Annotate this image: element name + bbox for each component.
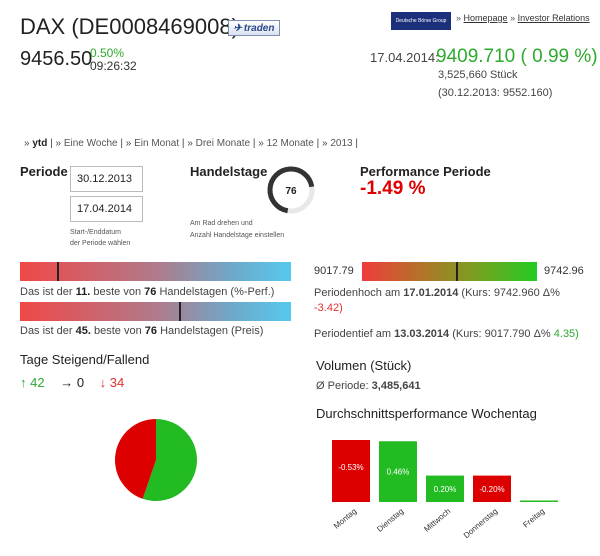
logo-text: Deutsche Börse Group [395, 18, 447, 24]
days-up: ↑ 42 [20, 375, 45, 390]
steigend-values: ↑ 42 → 0 ↓ 34 [20, 375, 124, 390]
tab-ein-monat[interactable]: Ein Monat [134, 138, 180, 149]
range-max: 9742.96 [544, 265, 584, 277]
pie-slice-down [115, 419, 156, 499]
rank-perf-marker [56, 262, 59, 281]
handelstage-label: Handelstage [190, 164, 268, 179]
start-date-input[interactable]: 30.12.2013 [70, 166, 143, 192]
period-tabs: » ytd | » Eine Woche | » Ein Monat | » D… [24, 138, 358, 149]
reference-previous: (30.12.2013: 9552.160) [438, 87, 553, 99]
rank-price-marker [178, 302, 181, 321]
reference-volume: 3,525,660 Stück [438, 69, 518, 81]
price-time: 09:26:32 [90, 59, 137, 73]
category-label-montag: Montag [332, 507, 358, 531]
handelstage-hint: Am Rad drehen und Anzahl Handelstage ein… [190, 220, 285, 239]
rank-perf-bar [20, 262, 291, 281]
performance-label: Performance Periode [360, 164, 491, 179]
range-min: 9017.79 [314, 265, 354, 277]
homepage-link[interactable]: Homepage [463, 13, 508, 23]
steigend-pie-chart [115, 419, 198, 501]
trade-label: traden [243, 22, 275, 34]
period-high: Periodenhoch am 17.01.2014 (Kurs: 9742.9… [314, 287, 560, 314]
days-down: ↓ 34 [99, 375, 125, 390]
rank-price-text: Das ist der 45. beste von 76 Handelstage… [20, 325, 264, 337]
category-label-freitag: Freitag [521, 507, 546, 530]
tab-drei-monate[interactable]: Drei Monate [195, 138, 251, 149]
bar-label-dienstag: 0.46% [387, 468, 410, 477]
rank-perf-text: Das ist der 11. beste von 76 Handelstage… [20, 286, 275, 298]
weekday-chart-title: Durchschnittsperformance Wochentag [316, 406, 537, 421]
weekday-performance-chart: -0.53% Montag 0.46% Dienstag 0.20% Mittwoch -0… [332, 440, 558, 540]
investor-relations-link[interactable]: Investor Relations [517, 13, 590, 23]
steigend-title: Tage Steigend/Fallend [20, 352, 150, 367]
tab-2013[interactable]: 2013 [330, 138, 353, 149]
handelstage-dial[interactable]: 76 [265, 164, 317, 216]
trade-button[interactable]: ✈ traden [228, 20, 280, 36]
bar-label-montag: -0.53% [338, 463, 363, 472]
range-bar [362, 262, 537, 281]
range-marker [455, 262, 458, 281]
category-label-mittwoch: Mittwoch [422, 507, 452, 534]
exchange-logo[interactable]: Deutsche Börse Group [391, 12, 451, 30]
tab-12-monate[interactable]: 12 Monate [266, 138, 314, 149]
pie-slice-up [142, 419, 198, 501]
bar-dienstag [379, 441, 417, 502]
rank-price-bar [20, 302, 291, 321]
trade-icon: ✈ [233, 22, 242, 34]
reference-value: 9409.710 ( 0.99 %) [436, 46, 598, 67]
volumen-average: Ø Periode: 3,485,641 [316, 380, 421, 392]
category-label-donnerstag: Donnerstag [462, 507, 499, 540]
top-links: » Homepage » Investor Relations [456, 13, 590, 23]
performance-value: -1.49 % [360, 178, 426, 199]
handelstage-count: 76 [285, 186, 297, 197]
reference-date: 17.04.2014: [370, 50, 439, 65]
tab-eine-woche[interactable]: Eine Woche [63, 138, 118, 149]
bar-mittwoch [426, 475, 464, 502]
bar-label-donnerstag: -0.20% [479, 485, 504, 494]
end-date-input[interactable]: 17.04.2014 [70, 196, 143, 222]
periode-label: Periode [20, 164, 68, 179]
days-flat: → 0 [60, 375, 85, 390]
volumen-title: Volumen (Stück) [316, 358, 412, 373]
bar-label-mittwoch: 0.20% [434, 485, 457, 494]
tab-ytd[interactable]: ytd [32, 138, 48, 149]
bar-donnerstag [473, 475, 511, 502]
page-title: DAX (DE0008469008) [20, 14, 239, 39]
category-label-dienstag: Dienstag [375, 507, 405, 534]
date-hint: Start-/Enddatum der Periode wählen [70, 229, 131, 247]
bar-freitag [520, 500, 558, 502]
period-low: Periodentief am 13.03.2014 (Kurs: 9017.7… [314, 328, 579, 340]
current-price: 9456.50 [20, 48, 93, 70]
bar-montag [332, 440, 370, 502]
price-change: 0.50% [90, 46, 125, 60]
